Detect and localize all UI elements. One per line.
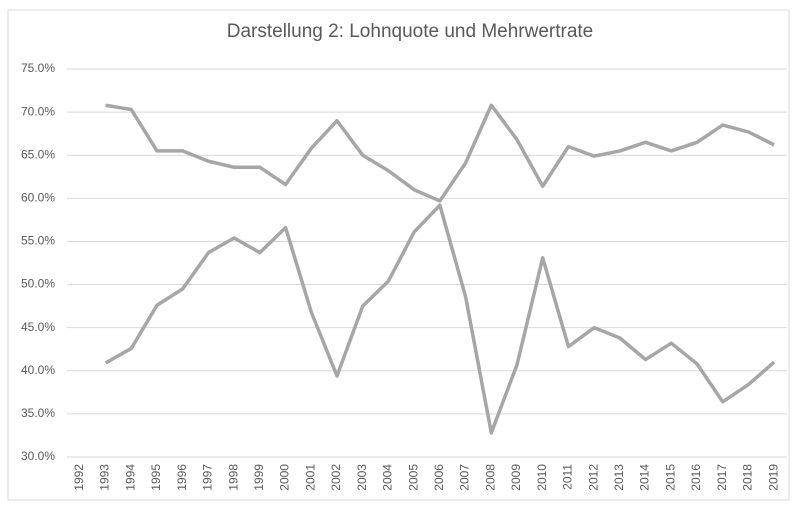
x-tick-label: 1997 bbox=[201, 464, 215, 491]
x-tick-label: 2017 bbox=[715, 464, 729, 491]
x-tick-label: 1996 bbox=[175, 464, 189, 491]
x-tick-label: 1999 bbox=[252, 464, 266, 491]
chart-border bbox=[7, 9, 790, 501]
x-tick-label: 2008 bbox=[483, 464, 497, 491]
x-tick-label: 2007 bbox=[458, 464, 472, 491]
x-tick-label: 2019 bbox=[766, 464, 780, 491]
x-tick-label: 2006 bbox=[432, 464, 446, 491]
x-tick-label: 2014 bbox=[638, 464, 652, 491]
x-tick-label: 2009 bbox=[509, 464, 523, 491]
y-tick-label: 30.0% bbox=[21, 449, 55, 463]
x-tick-label: 2002 bbox=[329, 464, 343, 491]
y-tick-label: 70.0% bbox=[21, 104, 55, 118]
x-tick-label: 2016 bbox=[689, 464, 703, 491]
x-tick-label: 2003 bbox=[355, 464, 369, 491]
y-tick-label: 50.0% bbox=[21, 277, 55, 291]
x-tick-label: 1994 bbox=[123, 464, 137, 491]
x-tick-label: 2004 bbox=[381, 464, 395, 491]
x-tick-label: 2012 bbox=[586, 464, 600, 491]
y-tick-label: 60.0% bbox=[21, 191, 55, 205]
x-tick-label: 2001 bbox=[303, 464, 317, 491]
x-tick-label: 1993 bbox=[98, 464, 112, 491]
x-tick-label: 2011 bbox=[561, 464, 575, 490]
x-tick-label: 1995 bbox=[149, 464, 163, 491]
x-tick-label: 2000 bbox=[278, 464, 292, 491]
y-tick-label: 75.0% bbox=[21, 61, 55, 75]
y-tick-label: 35.0% bbox=[21, 406, 55, 420]
x-tick-label: 2013 bbox=[612, 464, 626, 491]
y-tick-label: 40.0% bbox=[21, 363, 55, 377]
x-tick-label: 2005 bbox=[406, 464, 420, 491]
y-tick-label: 55.0% bbox=[21, 234, 55, 248]
y-tick-label: 45.0% bbox=[21, 320, 55, 334]
series-line bbox=[104, 203, 776, 435]
x-tick-label: 2015 bbox=[663, 464, 677, 491]
chart-title: Darstellung 2: Lohnquote und Mehrwertrat… bbox=[227, 21, 594, 42]
x-tick-label: 1998 bbox=[226, 464, 240, 491]
x-tick-label: 2010 bbox=[535, 464, 549, 491]
series-line bbox=[105, 103, 775, 203]
x-tick-label: 2018 bbox=[741, 464, 755, 491]
x-tick-label: 1992 bbox=[72, 464, 86, 491]
y-tick-label: 65.0% bbox=[21, 147, 55, 161]
